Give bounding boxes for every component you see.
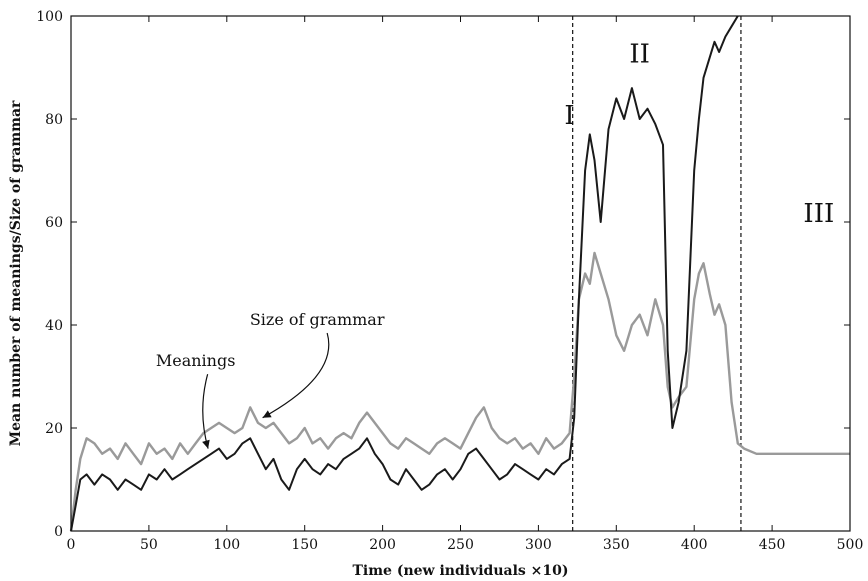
- x-ticks: 0 50 100 150 200 250 300 350 400 450 500: [67, 16, 864, 553]
- y-tick-label: 60: [45, 215, 63, 231]
- axes: 0 50 100 150 200 250 300 350 400 450 500 0 20 40 60 80…: [8, 9, 863, 579]
- region-label: II: [629, 39, 650, 69]
- series-line-1: [70, 15, 739, 532]
- x-axis-title: Time (new individuals ×10): [353, 563, 569, 579]
- x-tick-label: 50: [140, 537, 158, 553]
- x-tick-label: 350: [603, 537, 630, 553]
- x-tick-label: 0: [67, 537, 76, 553]
- x-tick-label: 200: [369, 537, 396, 553]
- y-tick-label: 0: [54, 524, 63, 540]
- region-label: I: [564, 101, 574, 131]
- y-tick-label: 20: [45, 421, 63, 437]
- x-tick-label: 400: [681, 537, 708, 553]
- annotation-arrowhead: [202, 439, 210, 449]
- x-tick-label: 100: [213, 537, 240, 553]
- y-ticks: 0 20 40 60 80 100: [36, 9, 850, 540]
- annotation-arrow: [202, 374, 209, 449]
- annotation-layer: Meanings Size of grammar: [156, 310, 385, 449]
- y-tick-label: 40: [45, 318, 63, 334]
- x-tick-label: 450: [759, 537, 786, 553]
- annotation-label: Meanings: [156, 351, 236, 370]
- region-boundaries: [572, 16, 742, 531]
- y-tick-label: 100: [36, 9, 63, 25]
- series-line-0: [69, 251, 850, 532]
- x-tick-label: 500: [837, 537, 864, 553]
- y-tick-label: 80: [45, 112, 63, 128]
- region-label: III: [803, 199, 834, 229]
- x-tick-label: 300: [525, 537, 552, 553]
- series-layer: [69, 15, 850, 532]
- y-axis-title: Mean number of meanings/Size of grammar: [8, 100, 24, 446]
- annotation-arrowhead: [262, 410, 272, 418]
- annotation-label: Size of grammar: [250, 310, 385, 329]
- x-tick-label: 250: [447, 537, 474, 553]
- annotation-arrow: [262, 332, 330, 419]
- x-tick-label: 150: [291, 537, 318, 553]
